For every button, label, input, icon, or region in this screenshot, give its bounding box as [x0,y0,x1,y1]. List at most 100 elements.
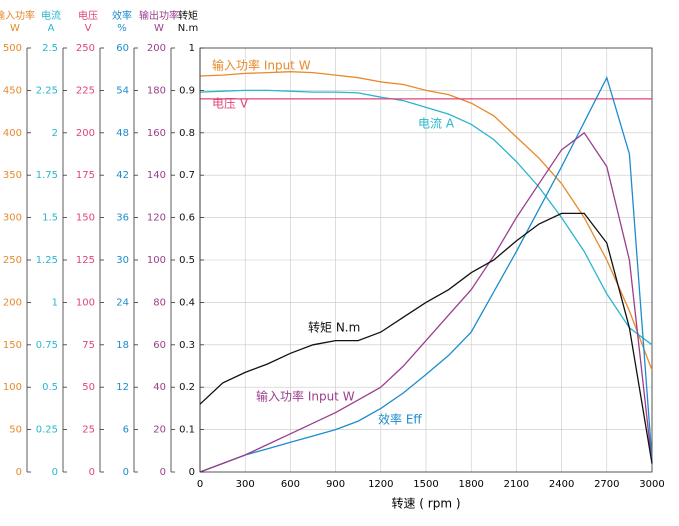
axis-title: 效率 [112,9,132,22]
y-tick-label: 0.8 [179,128,195,139]
y-tick-label: 0 [16,467,22,478]
y-tick-label: 0.9 [179,85,195,96]
y-tick-label: 75 [82,340,95,351]
y-tick-label: 100 [76,297,95,308]
y-tick-label: 0.5 [42,382,58,393]
y-tick-label: 100 [147,255,166,266]
y-tick-label: 180 [147,85,166,96]
axis-title: 电压 [78,9,98,22]
y-tick-label: 0.7 [179,170,195,181]
y-tick-label: 0.5 [179,255,195,266]
axis-unit: A [48,23,55,34]
y-tick-label: 2 [52,128,58,139]
y-tick-label: 200 [3,297,22,308]
y-tick-label: 450 [3,85,22,96]
y-tick-label: 12 [116,382,129,393]
y-tick-label: 0 [189,467,195,478]
y-tick-label: 200 [76,128,95,139]
axis-title: 转矩 [178,9,198,22]
y-tick-label: 80 [153,297,166,308]
axis-title: 输入功率 [0,9,35,22]
y-tick-label: 150 [76,213,95,224]
x-axis-label: 转速 ( rpm ) [391,496,460,511]
axis-title: 电流 [41,9,61,22]
axis-unit: W [10,23,20,34]
x-tick-label: 3000 [639,479,664,490]
axis-title: 输出功率 [139,9,179,22]
y-tick-label: 0 [52,467,58,478]
x-tick-label: 2100 [504,479,529,490]
y-tick-label: 48 [116,128,129,139]
y-tick-label: 250 [3,255,22,266]
y-tick-label: 6 [123,425,129,436]
series-line [199,212,653,464]
y-tick-label: 120 [147,213,166,224]
y-tick-label: 100 [3,382,22,393]
x-tick-label: 300 [236,479,255,490]
x-tick-label: 1800 [458,479,483,490]
y-tick-label: 200 [147,43,166,54]
series-line [199,71,653,371]
axis-unit: W [154,23,164,34]
y-tick-label: 1 [189,43,195,54]
y-tick-label: 54 [116,85,129,96]
y-tick-label: 0.6 [179,213,195,224]
x-tick-label: 900 [326,479,345,490]
x-tick-label: 600 [281,479,300,490]
y-tick-label: 125 [76,255,95,266]
x-tick-label: 2400 [549,479,574,490]
y-tick-label: 225 [76,85,95,96]
y-tick-label: 30 [116,255,129,266]
series-line [199,131,653,473]
axis-unit: % [117,23,127,34]
x-tick-label: 2700 [594,479,619,490]
y-tick-label: 350 [3,170,22,181]
y-tick-label: 24 [116,297,129,308]
y-tick-label: 0.4 [179,297,195,308]
x-tick-label: 1200 [368,479,393,490]
series-label: 转矩 N.m [308,320,360,335]
y-tick-label: 18 [116,340,129,351]
y-tick-label: 0.2 [179,382,195,393]
y-tick-label: 1.75 [36,170,58,181]
y-tick-label: 60 [153,340,166,351]
y-tick-label: 1.25 [36,255,58,266]
y-tick-label: 1 [52,297,58,308]
y-tick-label: 0 [89,467,95,478]
y-tick-label: 0.1 [179,425,195,436]
series-line [199,75,653,473]
y-tick-label: 50 [9,425,22,436]
y-tick-label: 0 [160,467,166,478]
series-label: 电流 A [418,117,455,131]
axis-unit: V [85,23,92,34]
y-tick-label: 0.3 [179,340,195,351]
y-tick-label: 2.5 [42,43,58,54]
y-tick-label: 140 [147,170,166,181]
series-line [199,89,653,346]
y-tick-label: 400 [3,128,22,139]
x-tick-label: 0 [197,479,203,490]
y-tick-label: 175 [76,170,95,181]
y-tick-label: 250 [76,43,95,54]
y-tick-label: 0.75 [36,340,58,351]
y-tick-label: 42 [116,170,129,181]
y-tick-label: 300 [3,213,22,224]
y-tick-label: 1.5 [42,213,58,224]
y-tick-label: 0 [123,467,129,478]
y-tick-label: 25 [82,425,95,436]
series-label: 输入功率 Input W [212,58,311,73]
y-tick-label: 50 [82,382,95,393]
y-tick-label: 40 [153,382,166,393]
y-tick-label: 20 [153,425,166,436]
y-tick-label: 0.25 [36,425,58,436]
y-tick-label: 2.25 [36,85,58,96]
y-tick-label: 150 [3,340,22,351]
series-label: 效率 Eff [378,412,422,427]
y-tick-label: 160 [147,128,166,139]
y-tick-label: 500 [3,43,22,54]
axis-unit: N.m [178,23,198,34]
series-label: 输入功率 Input W [256,389,355,404]
series-label: 电压 V [212,97,249,111]
y-tick-label: 60 [116,43,129,54]
